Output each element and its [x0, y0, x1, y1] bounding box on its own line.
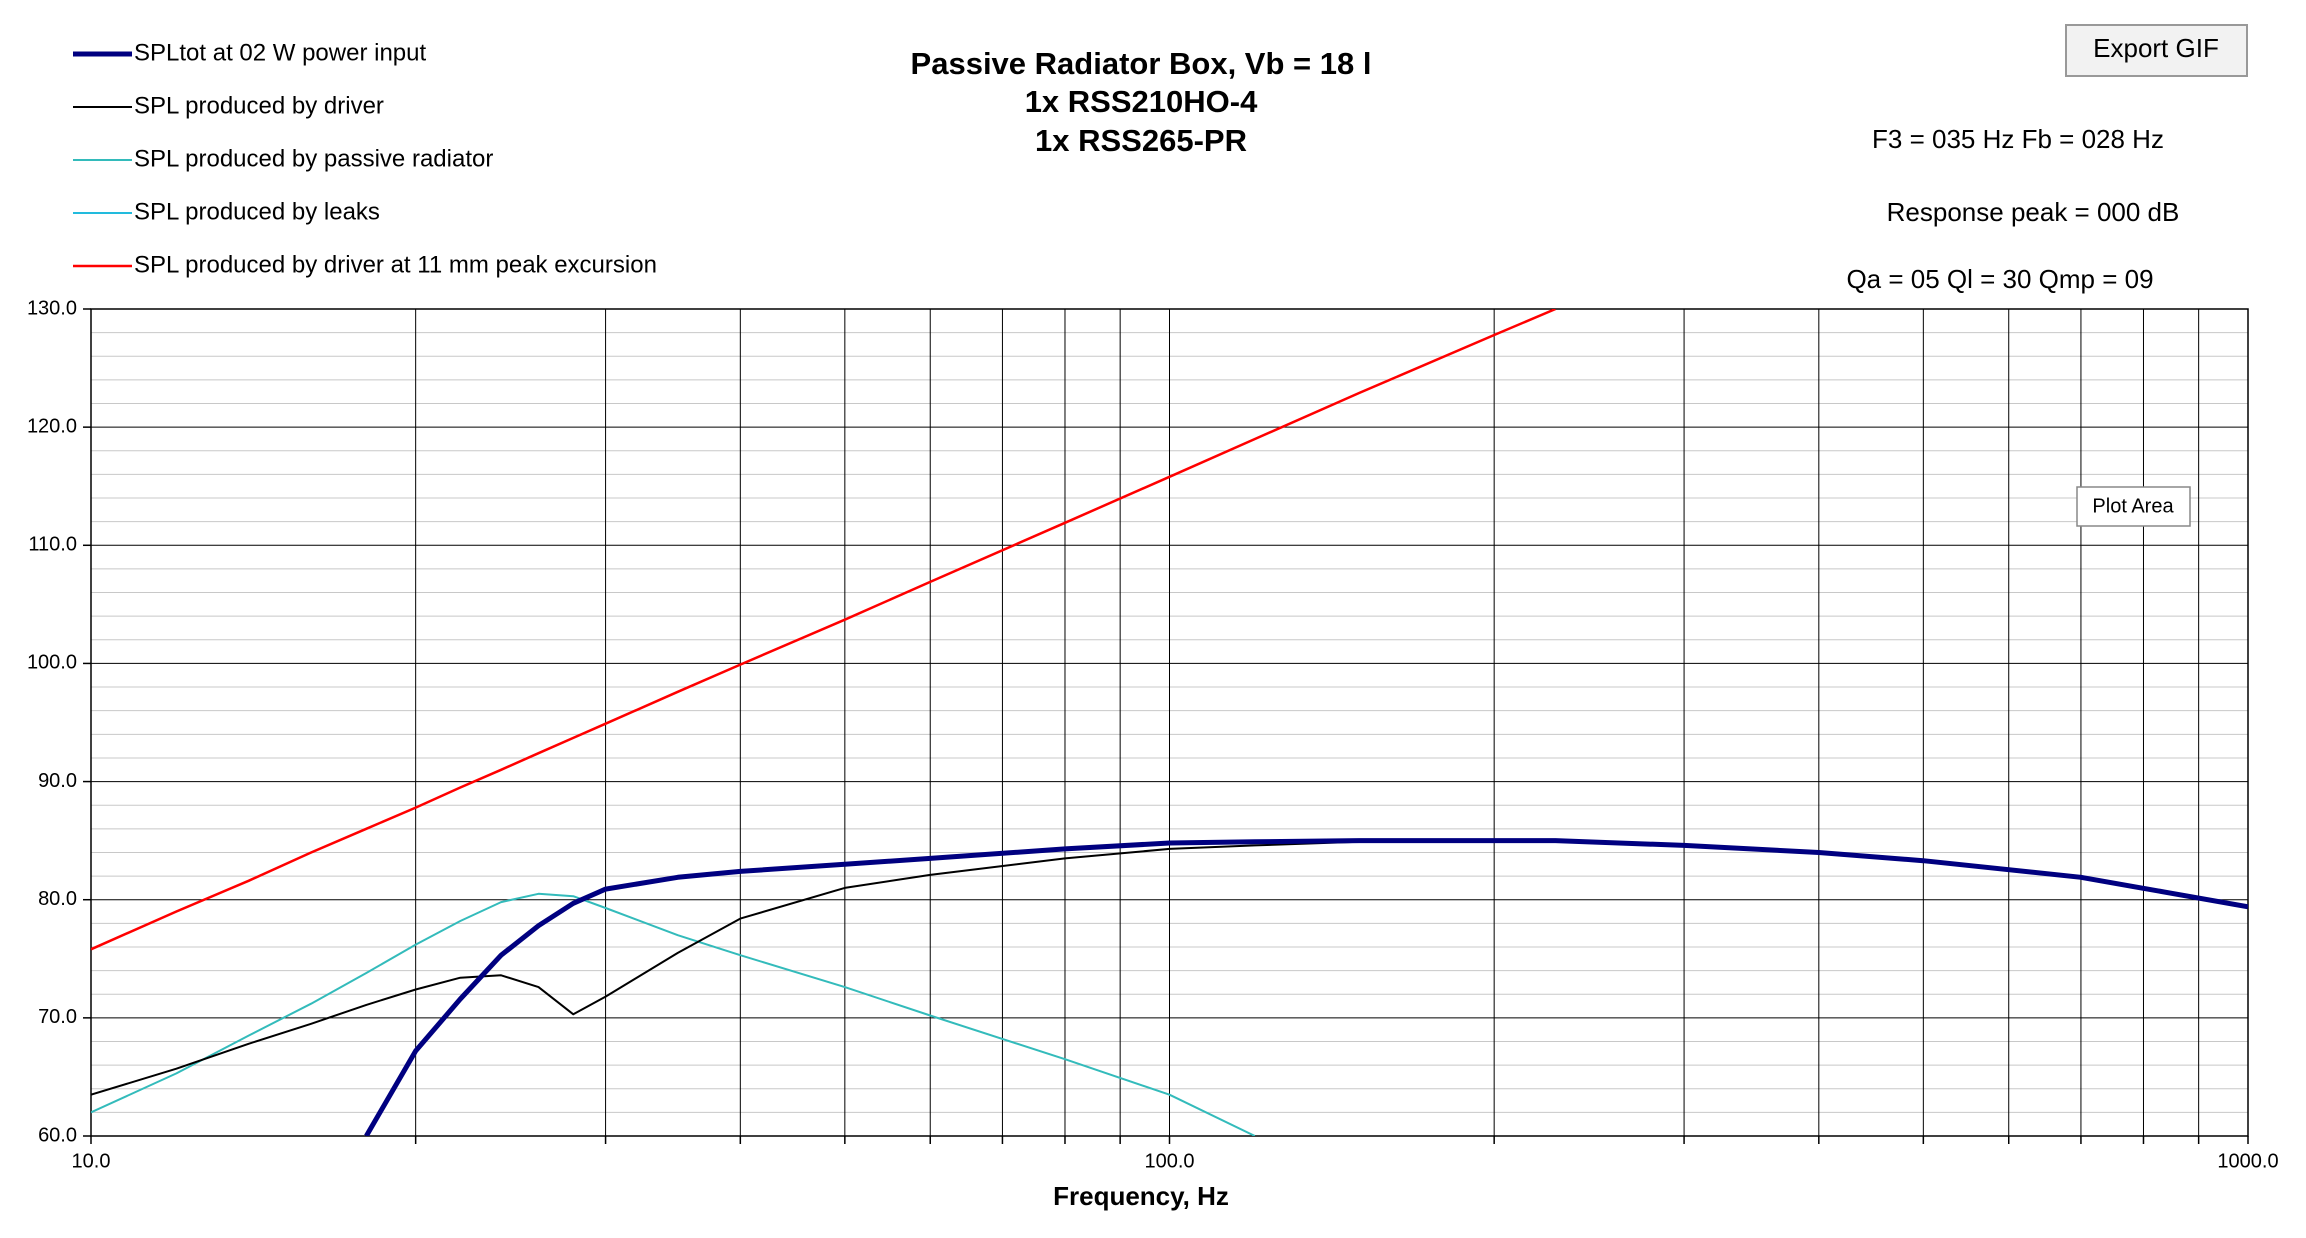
series-line: [364, 838, 2248, 1136]
plot-lines: [91, 309, 2248, 1136]
tooltip-frame: [2076, 486, 2191, 527]
x-tick-label: 1000.0: [2217, 1150, 2278, 1172]
tooltip: Plot Area: [2076, 486, 2191, 527]
annotation: F3 = 035 Hz Fb = 028 Hz: [1872, 124, 2164, 154]
annotation: Qa = 05 Ql = 30 Qmp = 09: [1846, 264, 2153, 294]
y-tick-label: 70.0: [38, 1006, 77, 1028]
legend: SPLtot at 02 W power input SPL produced b…: [73, 39, 657, 278]
chart-title: Passive Radiator Box, Vb = 18 l: [911, 46, 1372, 81]
legend-label: SPL produced by passive radiator: [134, 145, 493, 172]
chart-subtitle: 1x RSS210HO-4: [1025, 84, 1258, 119]
legend-label: SPL produced by driver: [134, 92, 384, 119]
button-frame[interactable]: [2065, 24, 2248, 77]
x-tick-label: 10.0: [72, 1150, 111, 1172]
y-tick-label: 60.0: [38, 1124, 77, 1146]
chart-subtitle: 1x RSS265-PR: [1035, 123, 1247, 158]
series-line: [91, 309, 1556, 951]
y-tick-label: 80.0: [38, 888, 77, 910]
y-tick-label: 110.0: [28, 534, 77, 556]
y-tick-label: 100.0: [27, 652, 77, 674]
button-label[interactable]: Export GIF: [2093, 33, 2219, 63]
y-tick-label: 130.0: [27, 297, 77, 319]
legend-label: SPLtot at 02 W power input: [134, 39, 426, 66]
x-axis-label: Frequency, Hz: [1053, 1181, 1229, 1211]
grid: 60.0 70.0 80.0 90.0 100.0 110.0 120.0 130.0 10.0…: [27, 297, 2279, 1172]
y-tick-label: 120.0: [27, 415, 77, 437]
annotation: Response peak = 000 dB: [1887, 197, 2180, 227]
series-line: [91, 892, 1256, 1136]
plot-frame: [90, 308, 2249, 1137]
legend-label: SPL produced by leaks: [134, 198, 380, 225]
tooltip-label: Plot Area: [2092, 495, 2174, 517]
y-tick-label: 90.0: [38, 770, 77, 792]
legend-label: SPL produced by driver at 11 mm peak exc…: [134, 251, 657, 278]
x-tick-label: 100.0: [1144, 1150, 1194, 1172]
export-button[interactable]: Export GIF: [2065, 24, 2248, 77]
